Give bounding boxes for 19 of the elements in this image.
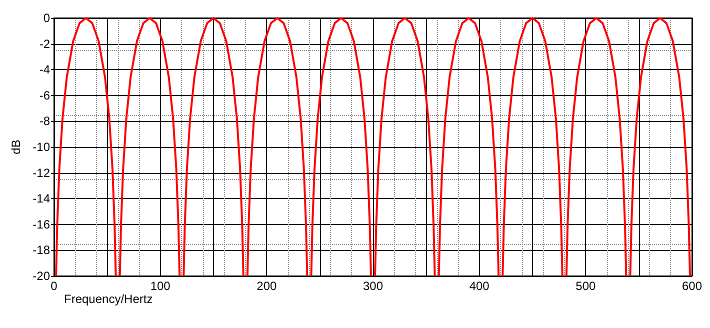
y-tick-label: -2: [39, 36, 50, 51]
x-axis-title: Frequency/Hertz: [64, 292, 153, 306]
y-axis-title: dB: [8, 140, 23, 154]
x-tick-label: 600: [682, 279, 702, 293]
y-tick-label: -18: [32, 243, 50, 258]
x-tick-label: 100: [150, 279, 171, 293]
x-tick-label: 500: [576, 279, 596, 293]
x-tick-label: 400: [469, 279, 490, 293]
y-tick-label: -14: [32, 192, 50, 206]
y-tick-label: -8: [39, 114, 50, 128]
y-tick-label: 0: [43, 11, 50, 25]
y-tick-label: -16: [32, 217, 50, 232]
x-tick-label: 200: [256, 279, 277, 293]
y-tick-label: -6: [39, 88, 50, 102]
y-tick-label: -12: [32, 166, 50, 180]
y-tick-label: -4: [39, 62, 50, 77]
y-tick-label: -10: [32, 140, 50, 154]
x-tick-label: 300: [362, 279, 384, 293]
y-tick-label: -20: [32, 269, 50, 283]
